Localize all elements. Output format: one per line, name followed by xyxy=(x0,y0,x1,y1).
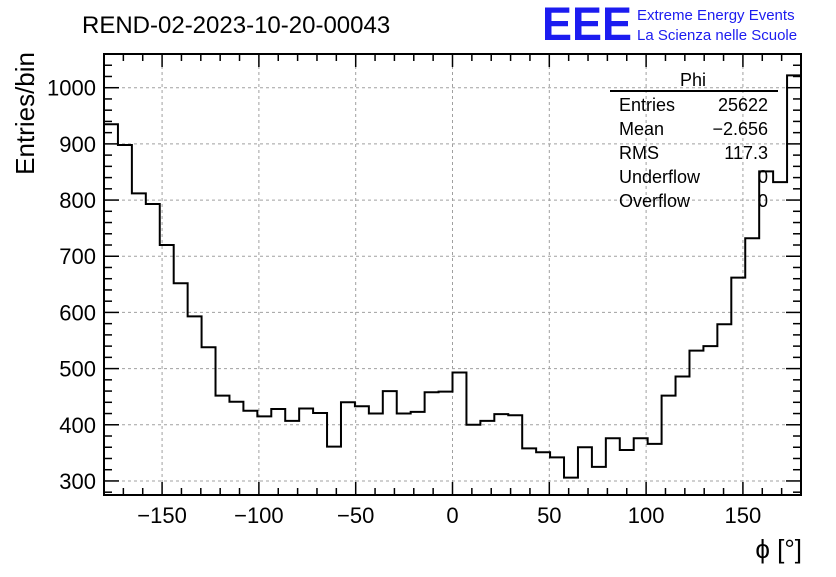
x-tick-label-2: −50 xyxy=(337,503,374,528)
stats-label-entries: Entries xyxy=(619,95,675,115)
stats-rows: Entries 25622 Mean −2.656 RMS 117.3 Underflow 0… xyxy=(619,95,768,211)
stats-label-mean: Mean xyxy=(619,119,664,139)
y-tick-label-7: 1000 xyxy=(47,76,96,101)
grid-lines xyxy=(104,54,801,495)
logo-line-1: Extreme Energy Events xyxy=(637,7,795,24)
x-tick-label-5: 100 xyxy=(628,503,665,528)
x-tick-label-1: −100 xyxy=(234,503,284,528)
stats-value-entries: 25622 xyxy=(718,95,768,115)
y-tick-label-2: 500 xyxy=(59,357,96,382)
logo-eee-mark: EEE xyxy=(542,0,632,50)
stats-box: Phi Entries 25622 Mean −2.656 RMS 117.3 Underf… xyxy=(610,70,778,211)
x-tick-label-6: 150 xyxy=(725,503,762,528)
stats-value-underflow: 0 xyxy=(758,167,768,187)
stats-value-rms: 117.3 xyxy=(724,143,768,163)
stats-label-rms: RMS xyxy=(619,143,659,163)
y-tick-label-3: 600 xyxy=(59,300,96,325)
stats-title: Phi xyxy=(680,70,706,90)
chart-title: REND-02-2023-10-20-00043 xyxy=(82,12,390,39)
y-axis-label: Entries/bin xyxy=(10,52,40,175)
x-tick-label-4: 50 xyxy=(537,503,561,528)
logo-line-2: La Scienza nelle Scuole xyxy=(637,27,797,44)
stats-value-mean: −2.656 xyxy=(712,119,768,139)
x-tick-label-0: −150 xyxy=(137,503,187,528)
eee-logo: EEE Extreme Energy Events La Scienza nel… xyxy=(542,0,797,50)
x-tick-label-3: 0 xyxy=(446,503,458,528)
histogram-series-line xyxy=(103,74,801,495)
stats-label-underflow: Underflow xyxy=(619,167,701,187)
y-tick-label-0: 300 xyxy=(59,469,96,494)
stats-label-overflow: Overflow xyxy=(619,191,691,211)
y-tick-label-4: 700 xyxy=(59,244,96,269)
axis-ticks xyxy=(104,53,801,495)
tick-labels: −150 −100 −50 0 50 100 150 300 400 500 600 700 800 90… xyxy=(47,76,761,528)
plot-frame xyxy=(103,53,802,496)
y-tick-label-1: 400 xyxy=(59,413,96,438)
x-axis-label: ϕ [°] xyxy=(755,534,802,564)
y-tick-label-5: 800 xyxy=(59,188,96,213)
stats-value-overflow: 0 xyxy=(758,191,768,211)
y-tick-label-6: 900 xyxy=(59,132,96,157)
